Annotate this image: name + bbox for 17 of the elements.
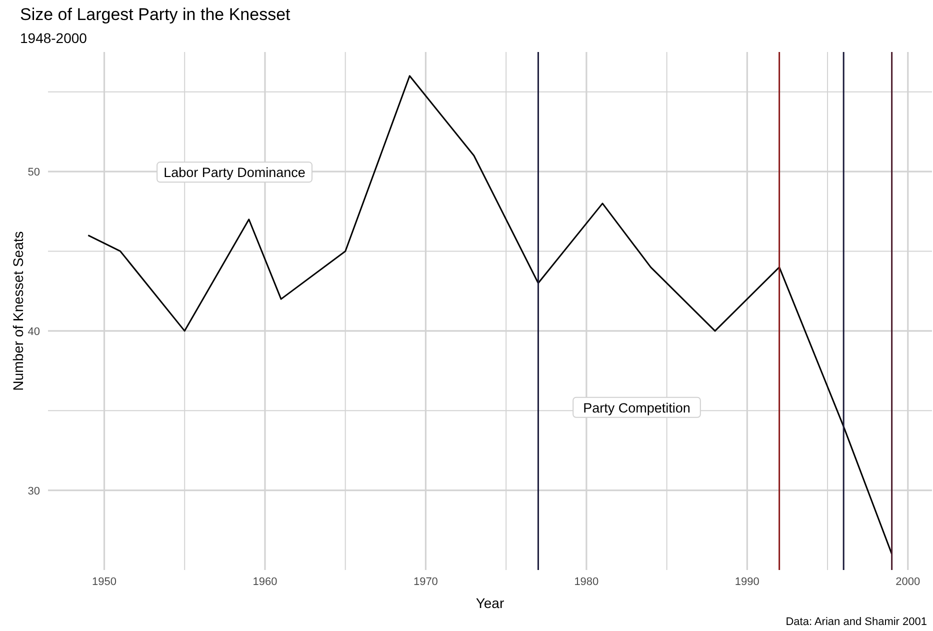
y-tick-label: 30 (28, 485, 40, 498)
x-tick-label: 1960 (252, 576, 278, 588)
chart-title: Size of Largest Party in the Knesset (20, 5, 291, 24)
x-tick-label: 1990 (734, 576, 760, 588)
text: Data: Arian and Shamir 2001 (786, 616, 927, 628)
x-tick-label: 1980 (574, 576, 599, 588)
annotation: Labor Party Dominance (164, 165, 306, 180)
chart-subtitle: 1948-2000 (20, 30, 88, 46)
x-tick-label: 2000 (896, 576, 920, 588)
x-tick-label: 1970 (413, 576, 438, 588)
line-series (87, 75, 893, 555)
y-tick-label: 40 (28, 326, 40, 338)
annotation: Party Competition (583, 400, 690, 416)
x-tick-label: 1950 (92, 576, 116, 588)
x-axis-title: Year (476, 595, 504, 611)
y-tick-label: 50 (28, 166, 40, 179)
y-axis-title: Number of Knesset Seats (10, 231, 26, 391)
